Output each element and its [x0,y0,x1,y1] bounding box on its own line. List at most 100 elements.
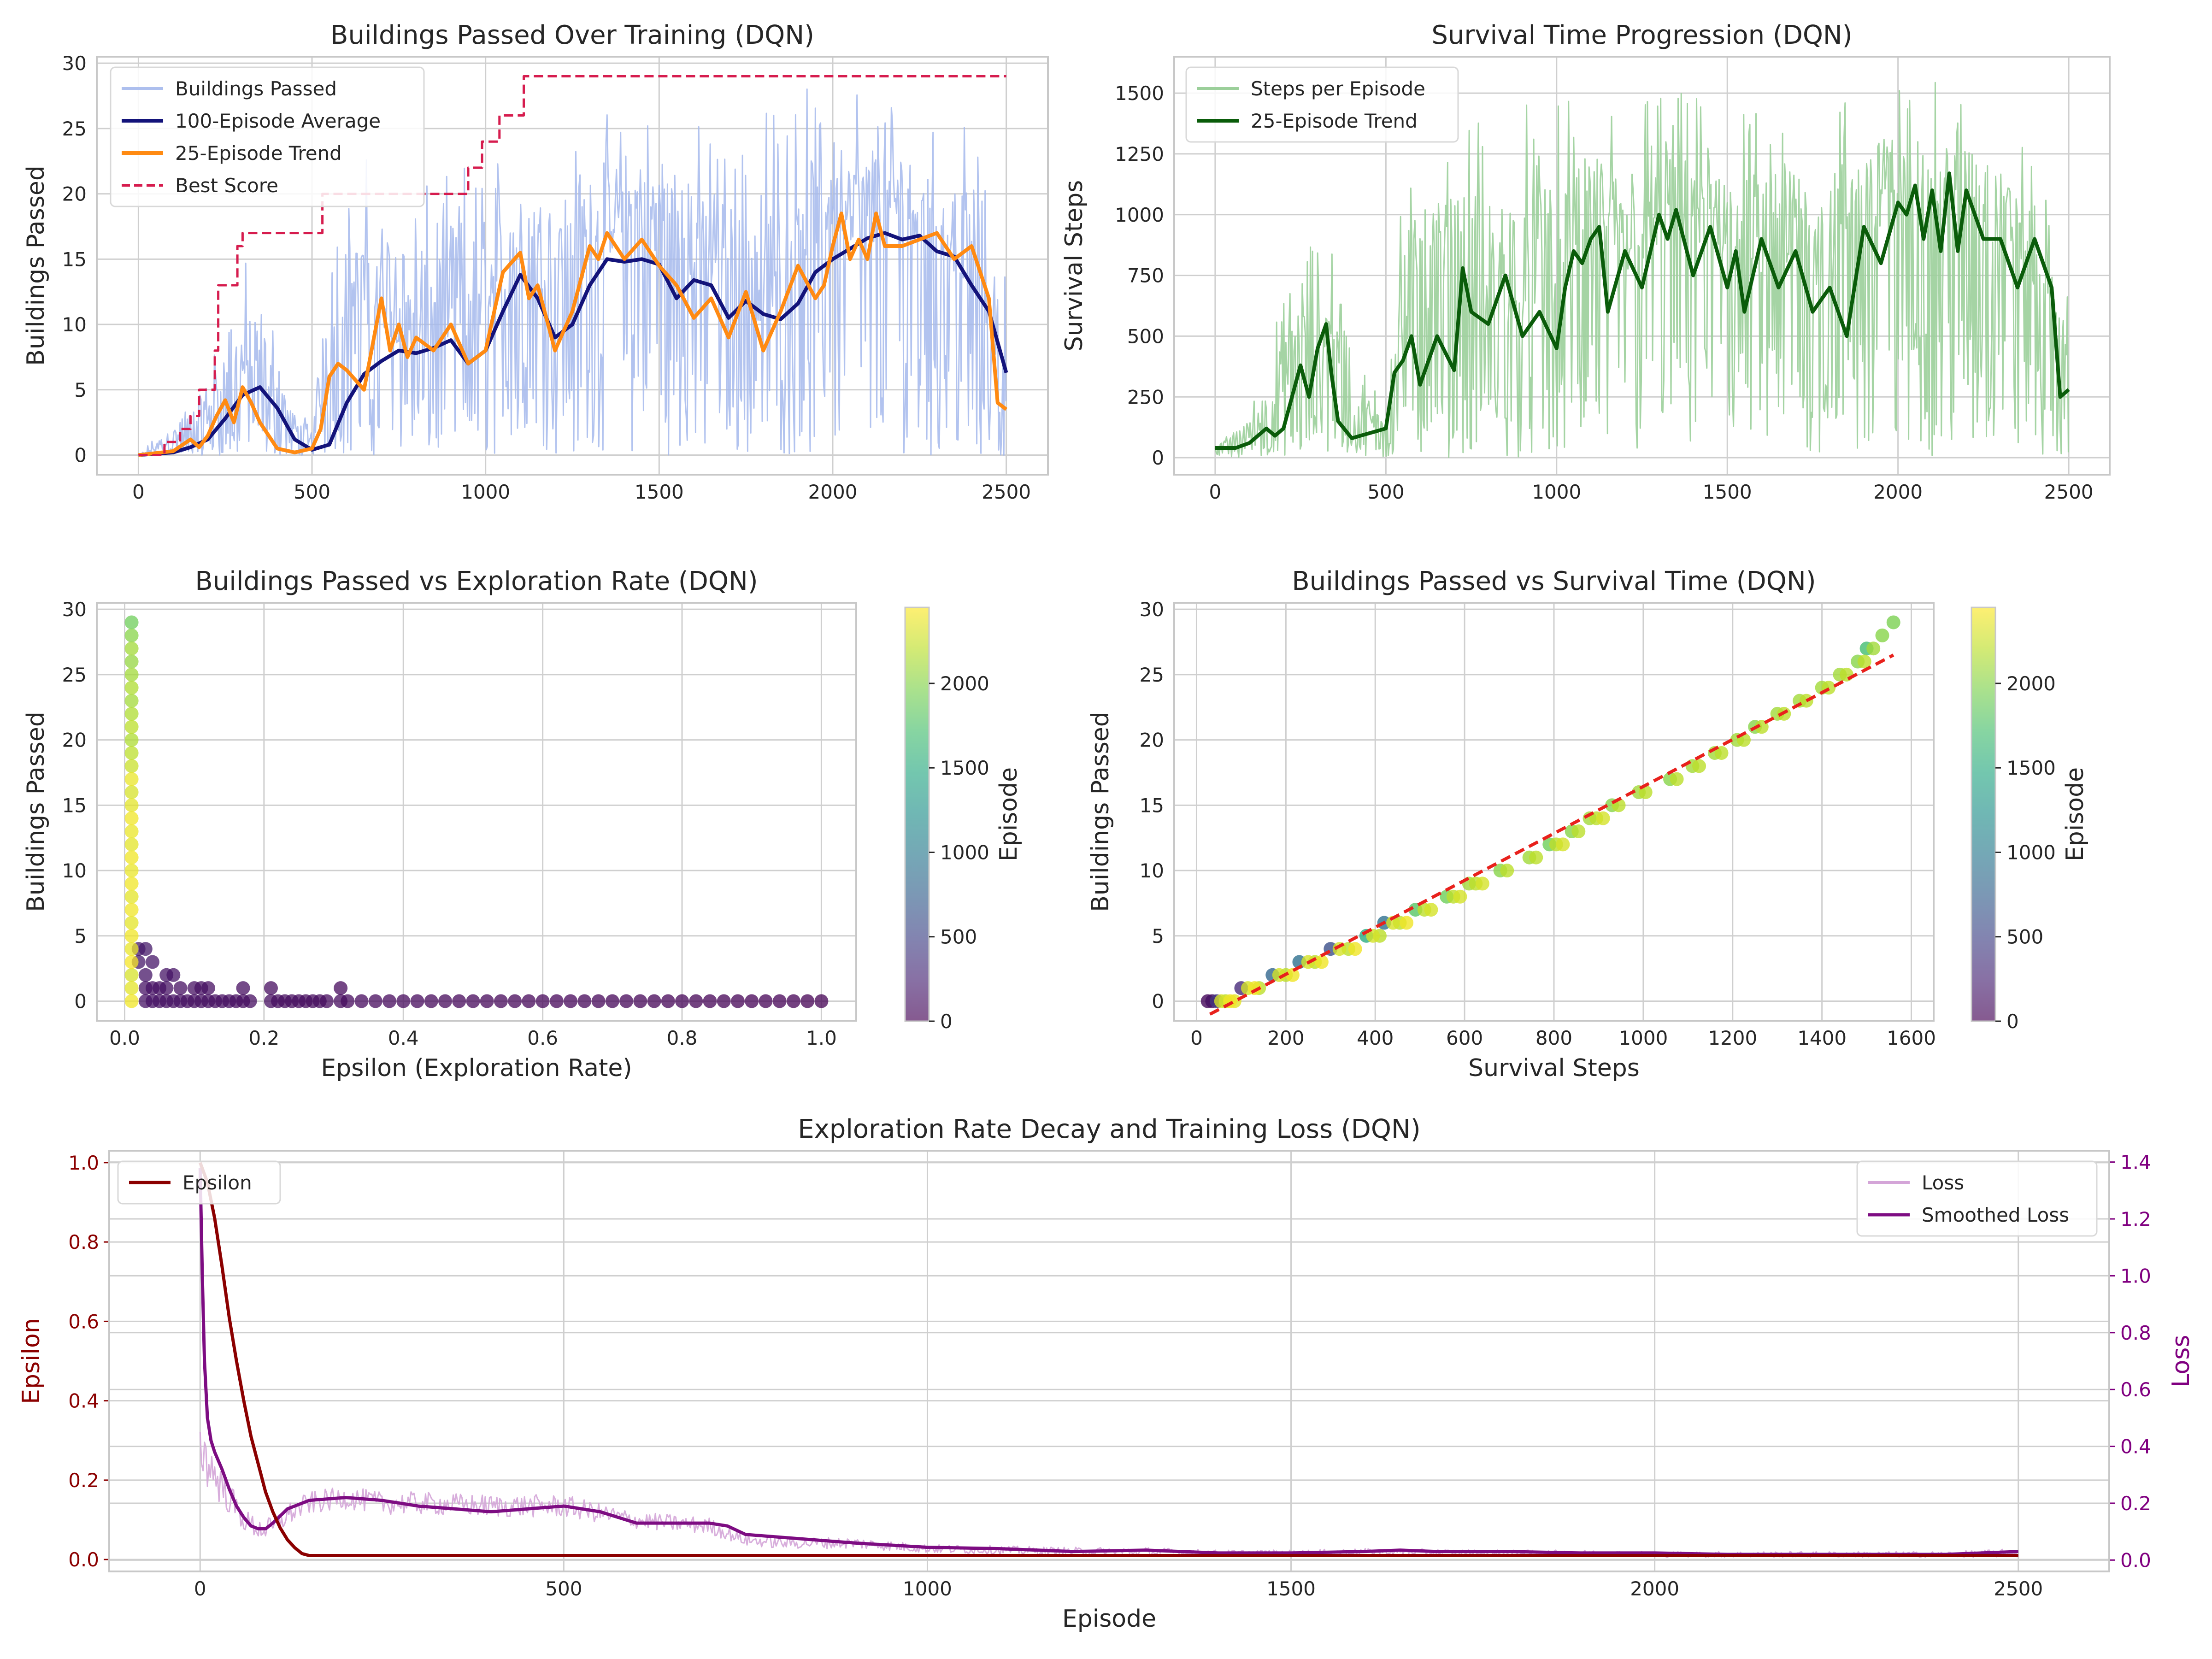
y-tick-label: 20 [62,183,87,206]
scatter-point [424,994,438,1008]
x-tick-label: 1200 [1708,1027,1757,1049]
plot-area [97,603,856,1021]
x-tick-label: 200 [1267,1027,1304,1049]
x-tick-label: 500 [294,481,330,503]
y2-tick-label: 0.8 [2120,1322,2151,1344]
scatter-point [124,667,139,682]
scatter-point [1386,916,1400,930]
y-tick-label: 15 [62,248,87,271]
scatter-point [354,994,369,1008]
scatter-point [717,994,731,1008]
x-tick-label: 1500 [1266,1577,1316,1600]
scatter-point [124,916,139,930]
y-tick-label: 5 [74,925,87,947]
x-axis-label: Survival Steps [1468,1054,1640,1082]
scatter-point [438,994,452,1008]
x-tick-label: 400 [1357,1027,1394,1049]
x-tick-label: 0.8 [667,1027,698,1049]
x-tick-label: 500 [1367,481,1404,503]
scatter-point [522,994,536,1008]
series-line-smoothed-loss [198,1167,2018,1556]
scatter-point [549,994,564,1008]
x-tick-label: 2500 [1994,1577,2043,1600]
x-tick-label: 0.0 [109,1027,140,1049]
colorbar-tick-label: 2000 [2006,672,2056,695]
x-tick-label: 500 [545,1577,582,1600]
x-axis-label: Episode [1062,1605,1156,1633]
survival-time-progression-panel: 0 500 1000 1500 2000 2500 0 250 500 750 1000 1250 15… [1060,20,2111,503]
colorbar-tick-label: 1000 [2006,841,2056,864]
scatter-point [124,811,139,825]
scatter-point [124,785,139,799]
y-tick-label: 250 [1127,386,1164,408]
scatter-point [577,994,592,1008]
scatter-point [124,850,139,865]
plot-frame [96,602,857,1022]
y2-tick-label: 1.0 [2120,1265,2151,1287]
exploration-decay-and-loss-panel: 0 500 1000 1500 2000 2500 0.0 0.2 0.4 0.6 0.8 1.0 0.… [18,1114,2195,1633]
scatter-point [730,994,745,1008]
scatter-point [124,759,139,773]
scatter-point [124,681,139,695]
scatter-point [124,864,139,878]
scatter-point [187,981,201,995]
y2-tick-label: 0.2 [2120,1492,2151,1515]
x-tick-label: 600 [1446,1027,1483,1049]
scatter-point [1475,877,1489,891]
plot-frame [1173,602,1935,1022]
colorbar-tick-label: 500 [2006,926,2043,948]
x-tick-label: 1600 [1887,1027,1936,1049]
colorbar-tick-label: 0 [940,1010,953,1033]
legend-label-buildings-passed: Buildings Passed [175,77,337,100]
scatter-point [633,994,647,1008]
y-tick-label: 30 [62,598,87,621]
scatter-point [124,981,139,995]
plot-frame [96,56,1049,476]
scatter-point [1571,824,1586,839]
y-tick-label: 10 [62,313,87,336]
y-tick-label: 0.2 [68,1469,99,1492]
scatter-point [1886,615,1900,629]
y-tick-label: 0 [74,444,87,466]
y-tick-label: 25 [1140,664,1164,686]
scatter-point [1714,746,1729,760]
scatter-point [124,824,139,839]
series-line-epsilon [199,1162,2018,1557]
y-tick-label: 15 [1140,794,1164,817]
scatter-point [124,694,139,708]
y-tick-label: 1000 [1115,204,1164,226]
buildings-vs-survival-panel: 0 200 400 600 800 1000 1200 1400 1600 0 5 10 15 20 25 3… [1087,566,2089,1082]
y-tick-label: 20 [62,729,87,752]
series-line-25-episode-trend [138,212,1008,457]
y-axis-label: Buildings Passed [1087,712,1114,912]
chart-title: Exploration Rate Decay and Training Loss… [798,1114,1420,1144]
trend-fit-line [1209,653,1894,1016]
y-tick-label: 1.0 [68,1152,99,1174]
x-tick-label: 0.4 [388,1027,419,1049]
scatter-point [124,733,139,747]
y2-tick-label: 1.4 [2120,1151,2151,1174]
scatter-point [145,955,159,969]
legend-box [110,66,425,207]
scatter-point [1285,968,1300,982]
y2-tick-label: 0.6 [2120,1378,2151,1401]
colorbar-label: Episode [995,767,1023,861]
x-tick-label: 1400 [1797,1027,1847,1049]
scatter-point [124,615,139,629]
scatter-point [1500,864,1514,878]
y-axis-label: Survival Steps [1060,180,1088,352]
scatter-point [1866,641,1881,656]
y2-tick-label: 0.4 [2120,1435,2151,1458]
x-tick-label: 0 [132,481,145,503]
y2-axis-label: Loss [2167,1335,2195,1387]
x-tick-label: 2000 [1873,481,1923,503]
y-tick-label: 0 [1152,990,1164,1012]
scatter-point [1332,942,1347,956]
legend-label-25-episode-trend: 25-Episode Trend [175,142,342,165]
scatter-point [452,994,466,1008]
scatter-point [382,994,397,1008]
scatter-point [124,903,139,917]
scatter-point [1272,968,1286,982]
scatter-point [334,994,348,1008]
